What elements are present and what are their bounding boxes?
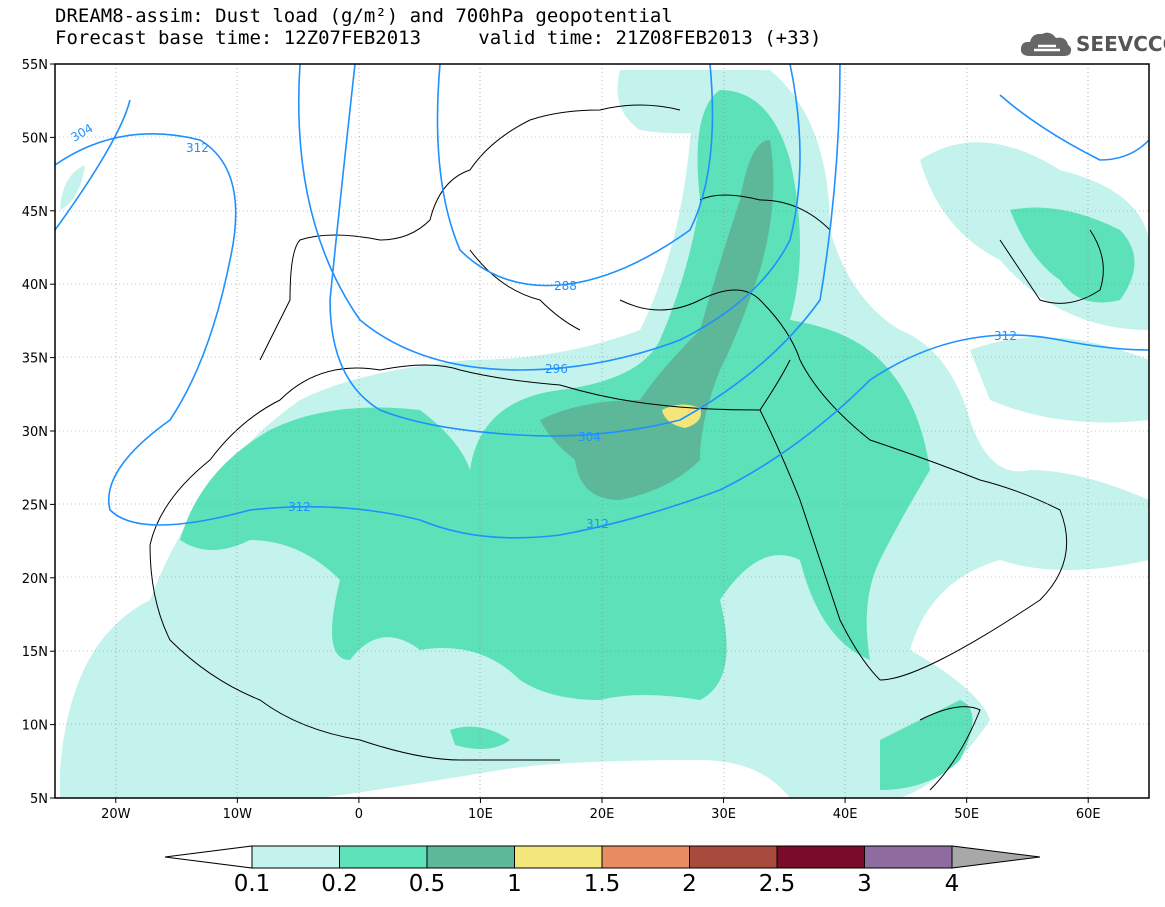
lat-tick-label: 45N [22, 205, 48, 220]
colorbar-label: 2.5 [759, 871, 796, 897]
time-info: Forecast base time: 12Z07FEB2013 valid t… [55, 28, 821, 48]
lat-tick-label: 10N [22, 719, 48, 734]
lon-tick-label: 60E [1076, 807, 1101, 822]
colorbar-high-arrow [951, 845, 1041, 869]
colorbar-segment [864, 845, 953, 869]
colorbar-segment [339, 845, 428, 869]
valid-time: valid time: 21Z08FEB2013 (+33) [478, 27, 822, 49]
colorbar-label: 0.5 [409, 871, 446, 897]
lat-tick-label: 35N [22, 352, 48, 367]
contour-labels: 304 312 288 296 304 312 312 312 [69, 121, 1017, 531]
lat-tick-label: 15N [22, 645, 48, 660]
colorbar-label: 4 [945, 871, 960, 897]
colorbar-label: 0.1 [234, 871, 271, 897]
longitude-axis: 20W 10W 0 10E 20E 30E 40E 50E 60E [101, 798, 1101, 822]
colorbar-label: 1.5 [584, 871, 621, 897]
latitude-axis: 55N 50N 45N 40N 35N 30N 25N 20N 15N 10N 5N [22, 58, 55, 807]
lat-tick-label: 55N [22, 58, 48, 73]
lon-tick-label: 20E [590, 807, 615, 822]
lon-tick-label: 10W [223, 807, 253, 822]
colorbar-segment [426, 845, 515, 869]
logo-text: SEEVCCC [1076, 32, 1165, 56]
colorbar-label: 3 [857, 871, 872, 897]
contour-label: 296 [545, 362, 568, 376]
lon-tick-label: 0 [355, 807, 363, 822]
lat-tick-label: 30N [22, 425, 48, 440]
dust-layer-dark [540, 140, 774, 500]
forecast-base-time: Forecast base time: 12Z07FEB2013 [55, 27, 422, 49]
contour-label: 312 [994, 329, 1017, 343]
lon-tick-label: 20W [101, 807, 131, 822]
colorbar-label: 0.2 [321, 871, 358, 897]
contour-label: 288 [554, 279, 577, 293]
colorbar-label: 2 [682, 871, 697, 897]
map-plot-area [55, 64, 1149, 798]
contour-label: 312 [586, 517, 609, 531]
contour-label: 312 [186, 141, 209, 155]
contour-label: 304 [578, 430, 601, 444]
cloud-icon [1020, 32, 1072, 56]
colorbar-low-arrow [164, 845, 253, 869]
colorbar-segment [514, 845, 603, 869]
colorbar-segment [251, 845, 340, 869]
colorbar-label: 1 [507, 871, 522, 897]
lat-tick-label: 5N [30, 792, 48, 807]
colorbar: 0.1 0.2 0.5 1 1.5 2 2.5 3 4 [164, 845, 1041, 897]
lat-tick-label: 20N [22, 572, 48, 587]
colorbar-segment [689, 845, 778, 869]
lat-tick-label: 50N [22, 131, 48, 146]
lon-tick-label: 30E [711, 807, 736, 822]
lat-tick-label: 40N [22, 278, 48, 293]
seevccc-logo: SEEVCCC [1018, 28, 1165, 62]
geopotential-contours [55, 64, 1149, 539]
colorbar-segment [601, 845, 690, 869]
colorbar-segment [776, 845, 865, 869]
map-title: DREAM8-assim: Dust load (g/m²) and 700hP… [55, 5, 673, 27]
lon-tick-label: 50E [954, 807, 979, 822]
contour-label: 312 [288, 500, 311, 514]
lon-tick-label: 40E [833, 807, 858, 822]
lon-tick-label: 10E [468, 807, 493, 822]
lat-tick-label: 25N [22, 498, 48, 513]
